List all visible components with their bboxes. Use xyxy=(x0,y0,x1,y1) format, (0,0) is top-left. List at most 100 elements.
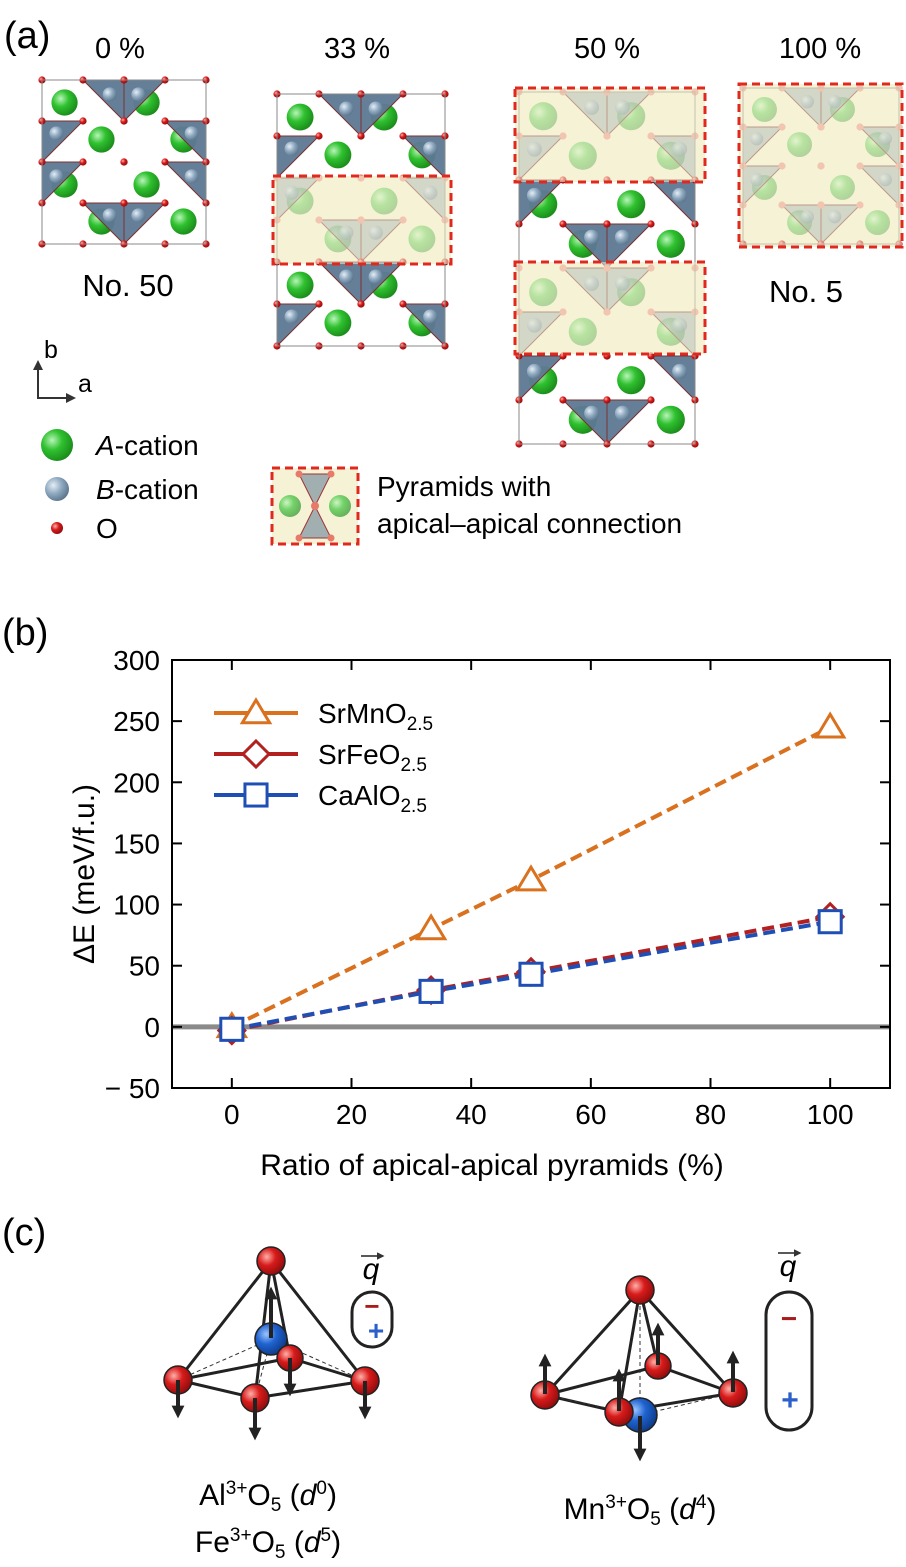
dipole-box-left xyxy=(350,1290,394,1349)
y-tick-label: 100 xyxy=(113,890,160,921)
bond xyxy=(544,1364,659,1397)
series-markers xyxy=(215,711,847,1046)
bond xyxy=(254,1379,366,1400)
pyramid-legend-line2: apical–apical connection xyxy=(377,508,682,539)
a-cation xyxy=(324,141,352,169)
b-cation xyxy=(49,126,64,141)
b-cation xyxy=(672,363,688,379)
bo-pyramid xyxy=(41,120,85,164)
legend-label-caalo: CaAlO2.5 xyxy=(318,780,427,817)
a-cation-legend-swatch xyxy=(41,429,73,461)
a-cation xyxy=(88,126,115,153)
bond xyxy=(638,1288,735,1395)
a-cation xyxy=(656,405,685,434)
dash-bond xyxy=(177,1338,272,1381)
ratio-label-0: 0 % xyxy=(95,33,145,65)
b-cation xyxy=(184,169,199,184)
a-cation-legend-label: A-cation xyxy=(94,430,199,461)
legend-marker-srmno xyxy=(239,697,273,725)
a-cation xyxy=(617,366,646,395)
a-cation xyxy=(170,208,197,235)
oxygen xyxy=(161,199,169,207)
b-cation xyxy=(614,405,630,421)
b-cation xyxy=(49,169,64,184)
highlight-overlay-100 xyxy=(737,82,904,249)
x-axis-label: Ratio of apical-apical pyramids (%) xyxy=(260,1149,724,1182)
x-tick-label: 0 xyxy=(224,1099,240,1130)
a-cation xyxy=(656,229,685,258)
y-tick-label: 250 xyxy=(113,706,160,737)
panel-a-label: (a) xyxy=(4,15,50,57)
axis-label-a: a xyxy=(78,370,92,398)
b-cation xyxy=(584,229,600,245)
oxygen xyxy=(559,220,567,228)
b-cation xyxy=(614,229,630,245)
oxygen xyxy=(120,158,128,166)
y-axis-ticks: − 50 0 50 100 150 200 250 300 xyxy=(105,645,890,1104)
pyramid-right-bonds xyxy=(543,1288,735,1414)
oxygen-legend-swatch xyxy=(51,522,63,534)
pyramid-legend-o-center xyxy=(311,502,319,510)
dipole-plus-left: + xyxy=(368,1315,384,1346)
a-cation xyxy=(286,271,314,299)
oxygen xyxy=(315,132,323,140)
bond xyxy=(177,1356,291,1382)
displacement-arrows-right xyxy=(538,1322,740,1462)
legend-label-srfeo: SrFeO2.5 xyxy=(318,739,427,776)
oxygen xyxy=(647,220,655,228)
pyramid-legend-a-right xyxy=(329,495,351,517)
pyramid-legend-a-left xyxy=(279,495,301,517)
structure-id-no5: No. 5 xyxy=(769,274,843,309)
pyramid-legend-o-1 xyxy=(295,470,303,478)
x-tick-label: 100 xyxy=(807,1099,854,1130)
b-cation xyxy=(584,405,600,421)
dipole-plus-right: + xyxy=(781,1384,799,1417)
b-cation xyxy=(526,363,542,379)
y-tick-label: − 50 xyxy=(105,1073,160,1104)
x-tick-label: 40 xyxy=(456,1099,487,1130)
bo-pyramid xyxy=(649,179,696,226)
y-tick-label: 0 xyxy=(144,1012,160,1043)
bo-pyramid xyxy=(123,202,167,246)
series-line-srmno xyxy=(230,725,832,1029)
dipole-box-right xyxy=(764,1290,814,1432)
pyramid-left xyxy=(163,1246,380,1441)
b-cation xyxy=(423,141,438,156)
series-line-caalo xyxy=(231,919,831,1032)
oxygen xyxy=(647,396,655,404)
pyramid-legend-swatch xyxy=(270,466,360,546)
bo-pyramid xyxy=(163,161,207,205)
pyramid-legend-lower xyxy=(298,504,332,539)
structure-id-no50: No. 50 xyxy=(82,268,173,303)
y-tick-label: 150 xyxy=(113,828,160,859)
bond xyxy=(543,1288,642,1397)
atom-legend: A-cation B-cation O Pyramids with apical… xyxy=(41,429,682,546)
b-cation-legend-label: B-cation xyxy=(96,474,199,505)
y-tick-label: 50 xyxy=(129,951,160,982)
panel-c: (c) xyxy=(2,1212,814,1563)
data-point-caalo xyxy=(518,961,544,987)
ratio-label-50: 50 % xyxy=(574,33,640,65)
b-cation xyxy=(131,87,146,102)
highlight-overlay-33 xyxy=(271,174,453,266)
x-tick-label: 60 xyxy=(575,1099,606,1130)
x-tick-label: 20 xyxy=(336,1099,367,1130)
oxygen xyxy=(161,158,169,166)
bo-pyramid xyxy=(317,93,362,138)
data-point-srmno xyxy=(813,711,847,739)
pyramid-legend-o-2 xyxy=(327,470,335,478)
q-vector-right: q xyxy=(780,1250,797,1283)
b-cation xyxy=(526,187,542,203)
oxygen xyxy=(120,199,128,207)
panel-b-label: (b) xyxy=(2,612,48,654)
chart-legend: SrMnO2.5 SrFeO2.5 CaAlO2.5 xyxy=(214,697,433,817)
pyramid-legend-o-4 xyxy=(327,534,335,542)
y-axis-label: ΔE (meV/f.u.) xyxy=(68,784,101,964)
formula-fe: Fe3+O5 (d5) xyxy=(195,1525,341,1563)
a-cation xyxy=(324,309,352,337)
b-cation xyxy=(672,187,688,203)
series-lines xyxy=(230,725,832,1033)
axis-label-b: b xyxy=(44,336,58,364)
oxygen xyxy=(357,132,365,140)
q-vector-left: q xyxy=(363,1253,380,1286)
